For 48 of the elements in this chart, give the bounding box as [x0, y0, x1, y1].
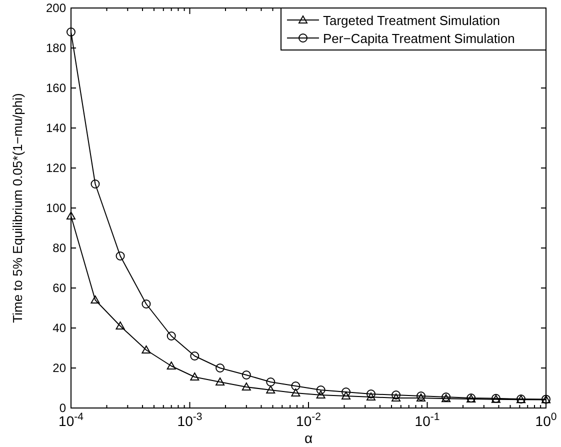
- y-tick-label: 200: [46, 1, 66, 15]
- y-tick-label: 60: [52, 281, 66, 295]
- point: [266, 386, 276, 394]
- point: [242, 370, 251, 380]
- point: [166, 362, 176, 370]
- point: [392, 394, 401, 402]
- y-tick-label: 140: [46, 121, 66, 135]
- x-tick-label: 10$^{-3}$: [177, 411, 202, 429]
- point: [316, 386, 326, 394]
- point: [190, 352, 200, 360]
- point: [242, 382, 251, 390]
- point: [90, 180, 100, 188]
- y-tick-label: 20: [52, 361, 66, 375]
- legend-label: Per−Capita Treatment Simulation: [323, 31, 515, 46]
- y-tick-label: 120: [46, 161, 66, 175]
- y-tick-label: 100: [46, 201, 66, 215]
- point: [291, 388, 300, 396]
- point: [316, 390, 326, 398]
- y-tick-label: 180: [46, 41, 66, 55]
- point: [166, 332, 176, 340]
- point: [416, 392, 426, 400]
- point: [142, 346, 151, 354]
- y-axis-title: Time to 5% Equilibrium 0.05*(1−mu/phi): [10, 93, 25, 323]
- point: [190, 372, 200, 380]
- y-tick-label: 160: [46, 81, 66, 95]
- point: [216, 378, 225, 386]
- y-tick-label: 40: [52, 321, 66, 335]
- point: [291, 382, 300, 390]
- point: [116, 252, 125, 260]
- x-tick-label: 10$^{-2}$: [296, 411, 322, 429]
- point: [66, 212, 76, 220]
- point: [416, 394, 426, 402]
- point: [66, 28, 76, 36]
- point: [90, 296, 100, 304]
- point: [216, 364, 225, 372]
- point: [342, 388, 351, 396]
- point: [116, 322, 125, 330]
- y-tick-label: 80: [52, 241, 66, 255]
- x-tick-label: 10$^{0}$: [535, 411, 557, 429]
- point: [366, 390, 376, 398]
- x-tick-label: 10$^{-1}$: [414, 411, 440, 429]
- point: [342, 392, 351, 400]
- point: [366, 392, 376, 400]
- x-axis-title: α: [304, 430, 313, 446]
- point: [392, 390, 401, 400]
- point: [142, 300, 151, 308]
- point: [266, 378, 276, 386]
- legend-label: Targeted Treatment Simulation: [323, 13, 500, 28]
